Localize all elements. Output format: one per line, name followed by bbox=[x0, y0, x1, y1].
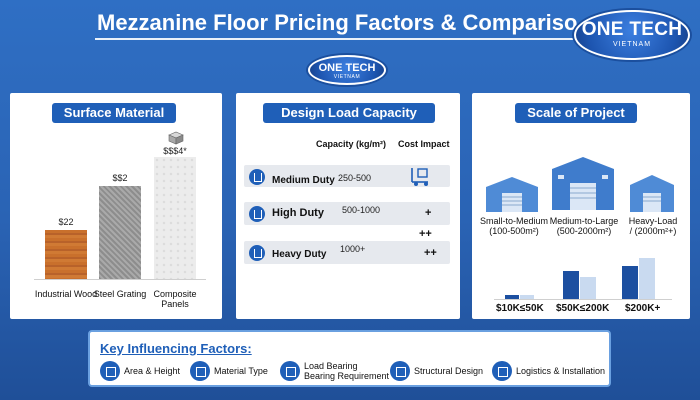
cost-range-small: $10K≤50K bbox=[496, 303, 544, 314]
factor-material-label: Material Type bbox=[214, 366, 268, 376]
high-duty-impact: + bbox=[425, 207, 432, 219]
composite-price: $$$4* bbox=[163, 146, 187, 156]
heavy-project-name: Heavy-Load bbox=[628, 216, 678, 226]
medium-cost-bar-light bbox=[580, 277, 596, 299]
capacity-header: Capacity (kg/m²) bbox=[316, 139, 387, 149]
design-load-panel: Design Load Capacity Capacity (kg/m²) Co… bbox=[236, 93, 460, 319]
factor-area-label: Area & Height bbox=[124, 366, 181, 376]
load-row-heavy: Heavy Duty 1000+ ++ bbox=[244, 241, 450, 264]
surface-material-title: Surface Material bbox=[52, 103, 176, 123]
high-duty-label: High Duty bbox=[272, 207, 324, 219]
steel-label: Steel Grating bbox=[93, 289, 147, 299]
heavy-project-area: / (2000m²+) bbox=[629, 226, 677, 236]
heavy-warehouse-icon bbox=[630, 175, 674, 212]
logo-subtext: VIETNAM bbox=[612, 41, 652, 48]
medium-duty-icon bbox=[249, 169, 265, 185]
small-cost-bar-dark bbox=[505, 295, 519, 299]
design-load-title: Design Load Capacity bbox=[263, 103, 435, 123]
scale-of-project-panel: Scale of Project Small-to-Medium (100-50… bbox=[472, 93, 690, 319]
medium-warehouse-icon bbox=[552, 157, 614, 210]
small-project-area: (100-500m²) bbox=[489, 226, 539, 236]
medium-duty-label: Medium Duty bbox=[272, 175, 335, 186]
structure-icon bbox=[390, 361, 410, 381]
logo-small-subtext: VIETNAM bbox=[333, 74, 361, 80]
area-icon bbox=[100, 361, 120, 381]
heavy-project-label: Heavy-Load / (2000m²+) bbox=[622, 216, 684, 236]
medium-project-label: Medium-to-Large (500-2000m²) bbox=[544, 216, 624, 236]
page-title: Mezzanine Floor Pricing Factors & Compar… bbox=[97, 10, 577, 35]
factor-load-bearing: Load Bearing Bearing Requirement bbox=[280, 359, 390, 383]
wood-bar bbox=[45, 230, 87, 279]
material-baseline bbox=[34, 279, 206, 280]
factor-load-label: Load Bearing Bearing Requirement bbox=[304, 361, 389, 381]
surface-material-panel: Surface Material $22 $$2 $$$4* Industria… bbox=[10, 93, 222, 319]
scale-title: Scale of Project bbox=[515, 103, 637, 123]
medium-duty-capacity: 250-500 bbox=[338, 173, 372, 183]
large-cost-bar-dark bbox=[622, 266, 638, 299]
factor-logistics: Logistics & Installation bbox=[492, 359, 606, 383]
load-icon bbox=[280, 361, 300, 381]
composite-label: Composite Panels bbox=[148, 289, 202, 309]
steel-bar bbox=[99, 186, 141, 279]
key-factors-panel: Key Influencing Factors: Area & Height M… bbox=[88, 330, 611, 387]
factor-logistics-label: Logistics & Installation bbox=[516, 366, 606, 376]
medium-project-area: (500-2000m²) bbox=[556, 226, 612, 236]
scale-baseline bbox=[494, 299, 672, 300]
heavy-duty-impact: ++ bbox=[424, 247, 437, 259]
cost-range-large: $200K+ bbox=[625, 303, 661, 314]
heavy-duty-label: Heavy Duty bbox=[272, 249, 327, 260]
high-duty-capacity: 500-1000 bbox=[342, 205, 381, 215]
steel-price: $$2 bbox=[112, 173, 128, 183]
brand-logo: ONE TECH VIETNAM bbox=[574, 10, 690, 60]
logo-text: ONE TECH bbox=[581, 19, 683, 40]
small-warehouse-icon bbox=[486, 177, 538, 212]
truck-icon bbox=[492, 361, 512, 381]
factor-load-line1: Load Bearing bbox=[304, 361, 358, 371]
composite-bar bbox=[154, 157, 196, 279]
factor-material-type: Material Type bbox=[190, 359, 280, 383]
high-duty-icon bbox=[249, 206, 265, 222]
tools-icon bbox=[190, 361, 210, 381]
forklift-icon bbox=[411, 168, 428, 186]
factor-area-height: Area & Height bbox=[100, 359, 200, 383]
logo-small-text: ONE TECH bbox=[318, 62, 376, 74]
factor-structural-design: Structural Design bbox=[390, 359, 490, 383]
small-project-name: Small-to-Medium bbox=[479, 216, 548, 226]
cost-range-medium: $50K≤200K bbox=[556, 303, 610, 314]
medium-project-name: Medium-to-Large bbox=[549, 216, 619, 226]
heavy-duty-capacity: 1000+ bbox=[340, 244, 366, 254]
cost-impact-extra: ++ bbox=[419, 228, 432, 240]
wood-label: Industrial Wood bbox=[34, 289, 98, 299]
medium-cost-bar-dark bbox=[563, 271, 579, 299]
factor-load-line2: Bearing Requirement bbox=[304, 371, 390, 381]
heavy-duty-icon bbox=[249, 245, 265, 261]
load-row-high: High Duty 500-1000 + bbox=[244, 202, 450, 225]
small-project-label: Small-to-Medium (100-500m²) bbox=[476, 216, 552, 236]
key-factors-title: Key Influencing Factors: bbox=[100, 341, 252, 356]
panel-cube-icon bbox=[168, 131, 184, 145]
cost-impact-header: Cost Impact bbox=[398, 139, 450, 149]
brand-logo-small: ONE TECH VIETNAM bbox=[308, 55, 386, 85]
load-row-medium: Medium Duty 250-500 bbox=[244, 165, 450, 187]
large-cost-bar-light bbox=[639, 258, 655, 299]
title-underline bbox=[95, 38, 585, 40]
factor-structure-label: Structural Design bbox=[414, 366, 484, 376]
composite-label-line1: Composite bbox=[153, 289, 197, 299]
wood-price: $22 bbox=[58, 217, 74, 227]
small-cost-bar-light bbox=[520, 295, 534, 299]
composite-label-line2: Panels bbox=[161, 299, 189, 309]
